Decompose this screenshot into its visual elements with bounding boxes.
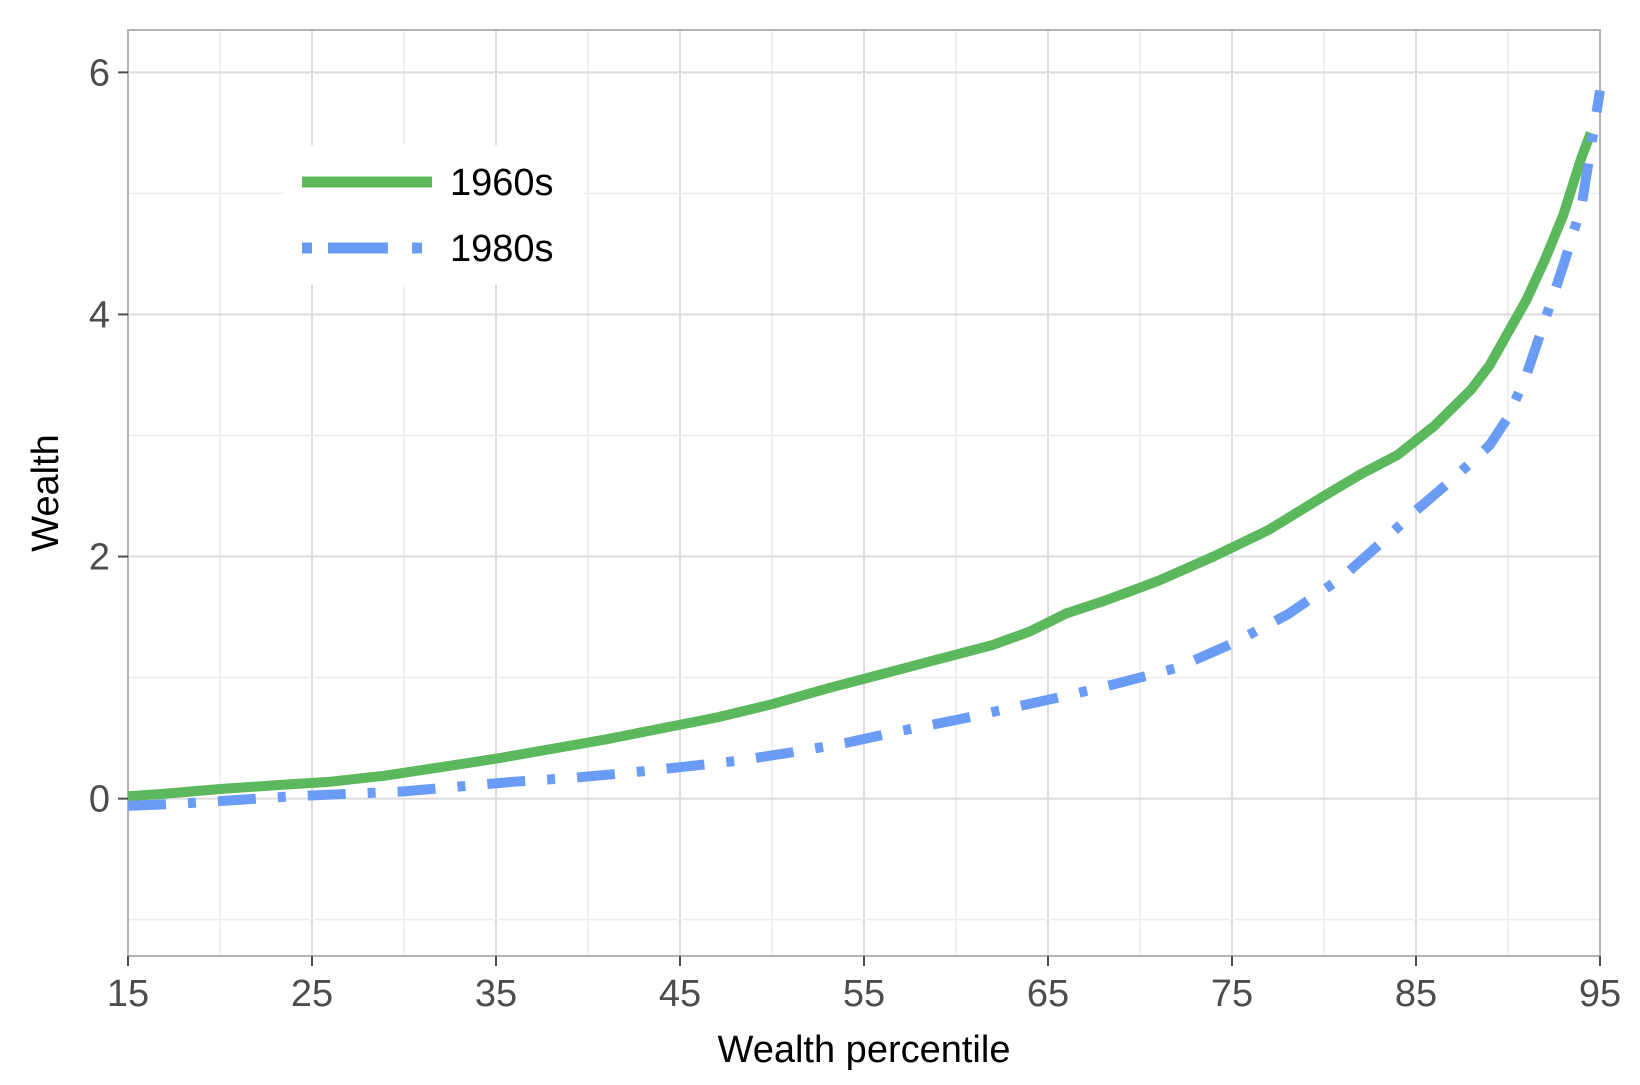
y-tick-label: 2 [89, 537, 110, 579]
legend-label-1980s: 1980s [450, 228, 554, 270]
y-axis-title: Wealth [25, 434, 67, 552]
x-tick-label: 45 [659, 973, 701, 1015]
legend-label-1960s: 1960s [450, 162, 554, 204]
legend-background [284, 145, 584, 285]
x-axis: 15 25 35 45 55 65 75 85 95 [107, 956, 1621, 1015]
x-tick-label: 25 [291, 973, 333, 1015]
y-tick-label: 0 [89, 779, 110, 821]
x-tick-label: 55 [843, 973, 885, 1015]
x-axis-title: Wealth percentile [718, 1029, 1011, 1071]
y-tick-label: 6 [89, 52, 110, 94]
series-line-1980s [127, 89, 1605, 811]
y-tick-label: 4 [89, 294, 110, 336]
x-tick-label: 15 [107, 973, 149, 1015]
series-line-1960s [127, 131, 1596, 802]
x-tick-label: 85 [1395, 973, 1437, 1015]
x-tick-label: 65 [1027, 973, 1069, 1015]
x-tick-label: 95 [1579, 973, 1621, 1015]
x-tick-label: 35 [475, 973, 517, 1015]
series-lines [127, 89, 1605, 811]
legend: 1960s 1980s [284, 145, 584, 285]
x-tick-label: 75 [1211, 973, 1253, 1015]
y-axis: 0 2 4 6 [89, 52, 128, 821]
